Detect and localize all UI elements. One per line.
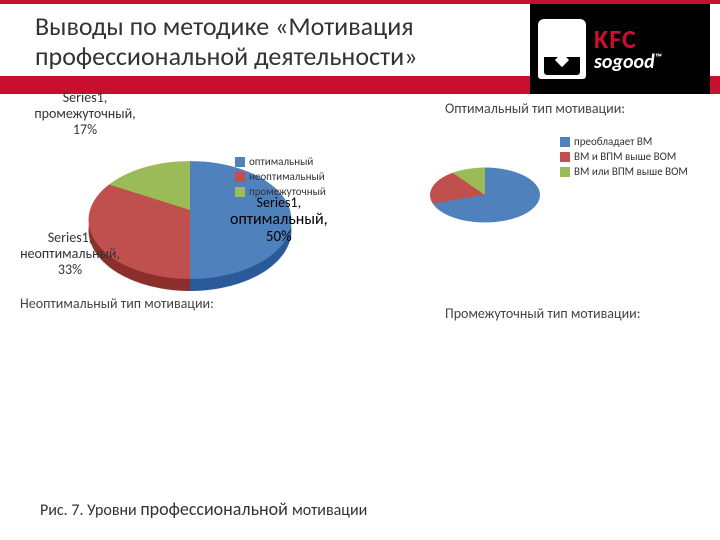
intermediate-title: Промежуточный тип мотивации:: [445, 305, 640, 322]
page-title: Выводы по методике «Мотивация профессион…: [35, 12, 535, 72]
optimal-legend: преобладает ВМ ВМ и ВПМ выше ВОМ ВМ или ВП…: [560, 135, 688, 180]
header: Выводы по методике «Мотивация профессион…: [0, 0, 720, 90]
nonoptimal-title: Неоптимальный тип мотивации:: [20, 295, 214, 312]
callout-optimal: Series1, оптимальный, 50%: [230, 195, 328, 247]
logo-tagline: sogood™: [594, 52, 662, 72]
colonel-face-icon: [538, 19, 586, 79]
legend-label: промежуточный: [249, 185, 326, 198]
legend-swatch: [235, 172, 245, 182]
legend-item: ВМ и ВПМ выше ВОМ: [560, 150, 688, 163]
legend-swatch: [560, 152, 570, 162]
title-box: Выводы по методике «Мотивация профессион…: [35, 12, 535, 72]
callout-intermediate: Series1, промежуточный, 17%: [15, 90, 155, 138]
legend-item: оптимальный: [235, 155, 326, 168]
legend-item: промежуточный: [235, 185, 326, 198]
optimal-title: Оптимальный тип мотивации:: [445, 100, 625, 117]
legend-swatch: [235, 157, 245, 167]
logo-brand: KFC: [594, 26, 662, 52]
optimal-pie-chart: [430, 168, 540, 223]
legend-label: оптимальный: [249, 155, 313, 168]
legend-label: неоптимальный: [249, 170, 325, 183]
kfc-logo: KFC sogood™: [530, 4, 710, 94]
legend-swatch: [235, 187, 245, 197]
legend-label: ВМ и ВПМ выше ВОМ: [574, 150, 676, 163]
legend-item: преобладает ВМ: [560, 135, 688, 148]
main-legend: оптимальный неоптимальный промежуточный: [235, 155, 326, 200]
legend-item: неоптимальный: [235, 170, 326, 183]
logo-text: KFC sogood™: [594, 26, 662, 72]
figure-caption: Рис. 7. Уровни профессиональной мотиваци…: [40, 498, 367, 520]
legend-label: преобладает ВМ: [574, 135, 652, 148]
chart-stage: Series1, промежуточный, 17% Series1, нео…: [0, 90, 720, 540]
legend-item: ВМ или ВПМ выше ВОМ: [560, 165, 688, 178]
legend-swatch: [560, 167, 570, 177]
legend-label: ВМ или ВПМ выше ВОМ: [574, 165, 688, 178]
legend-swatch: [560, 137, 570, 147]
callout-nonoptimal: Series1, неоптимальный, 33%: [0, 230, 140, 278]
